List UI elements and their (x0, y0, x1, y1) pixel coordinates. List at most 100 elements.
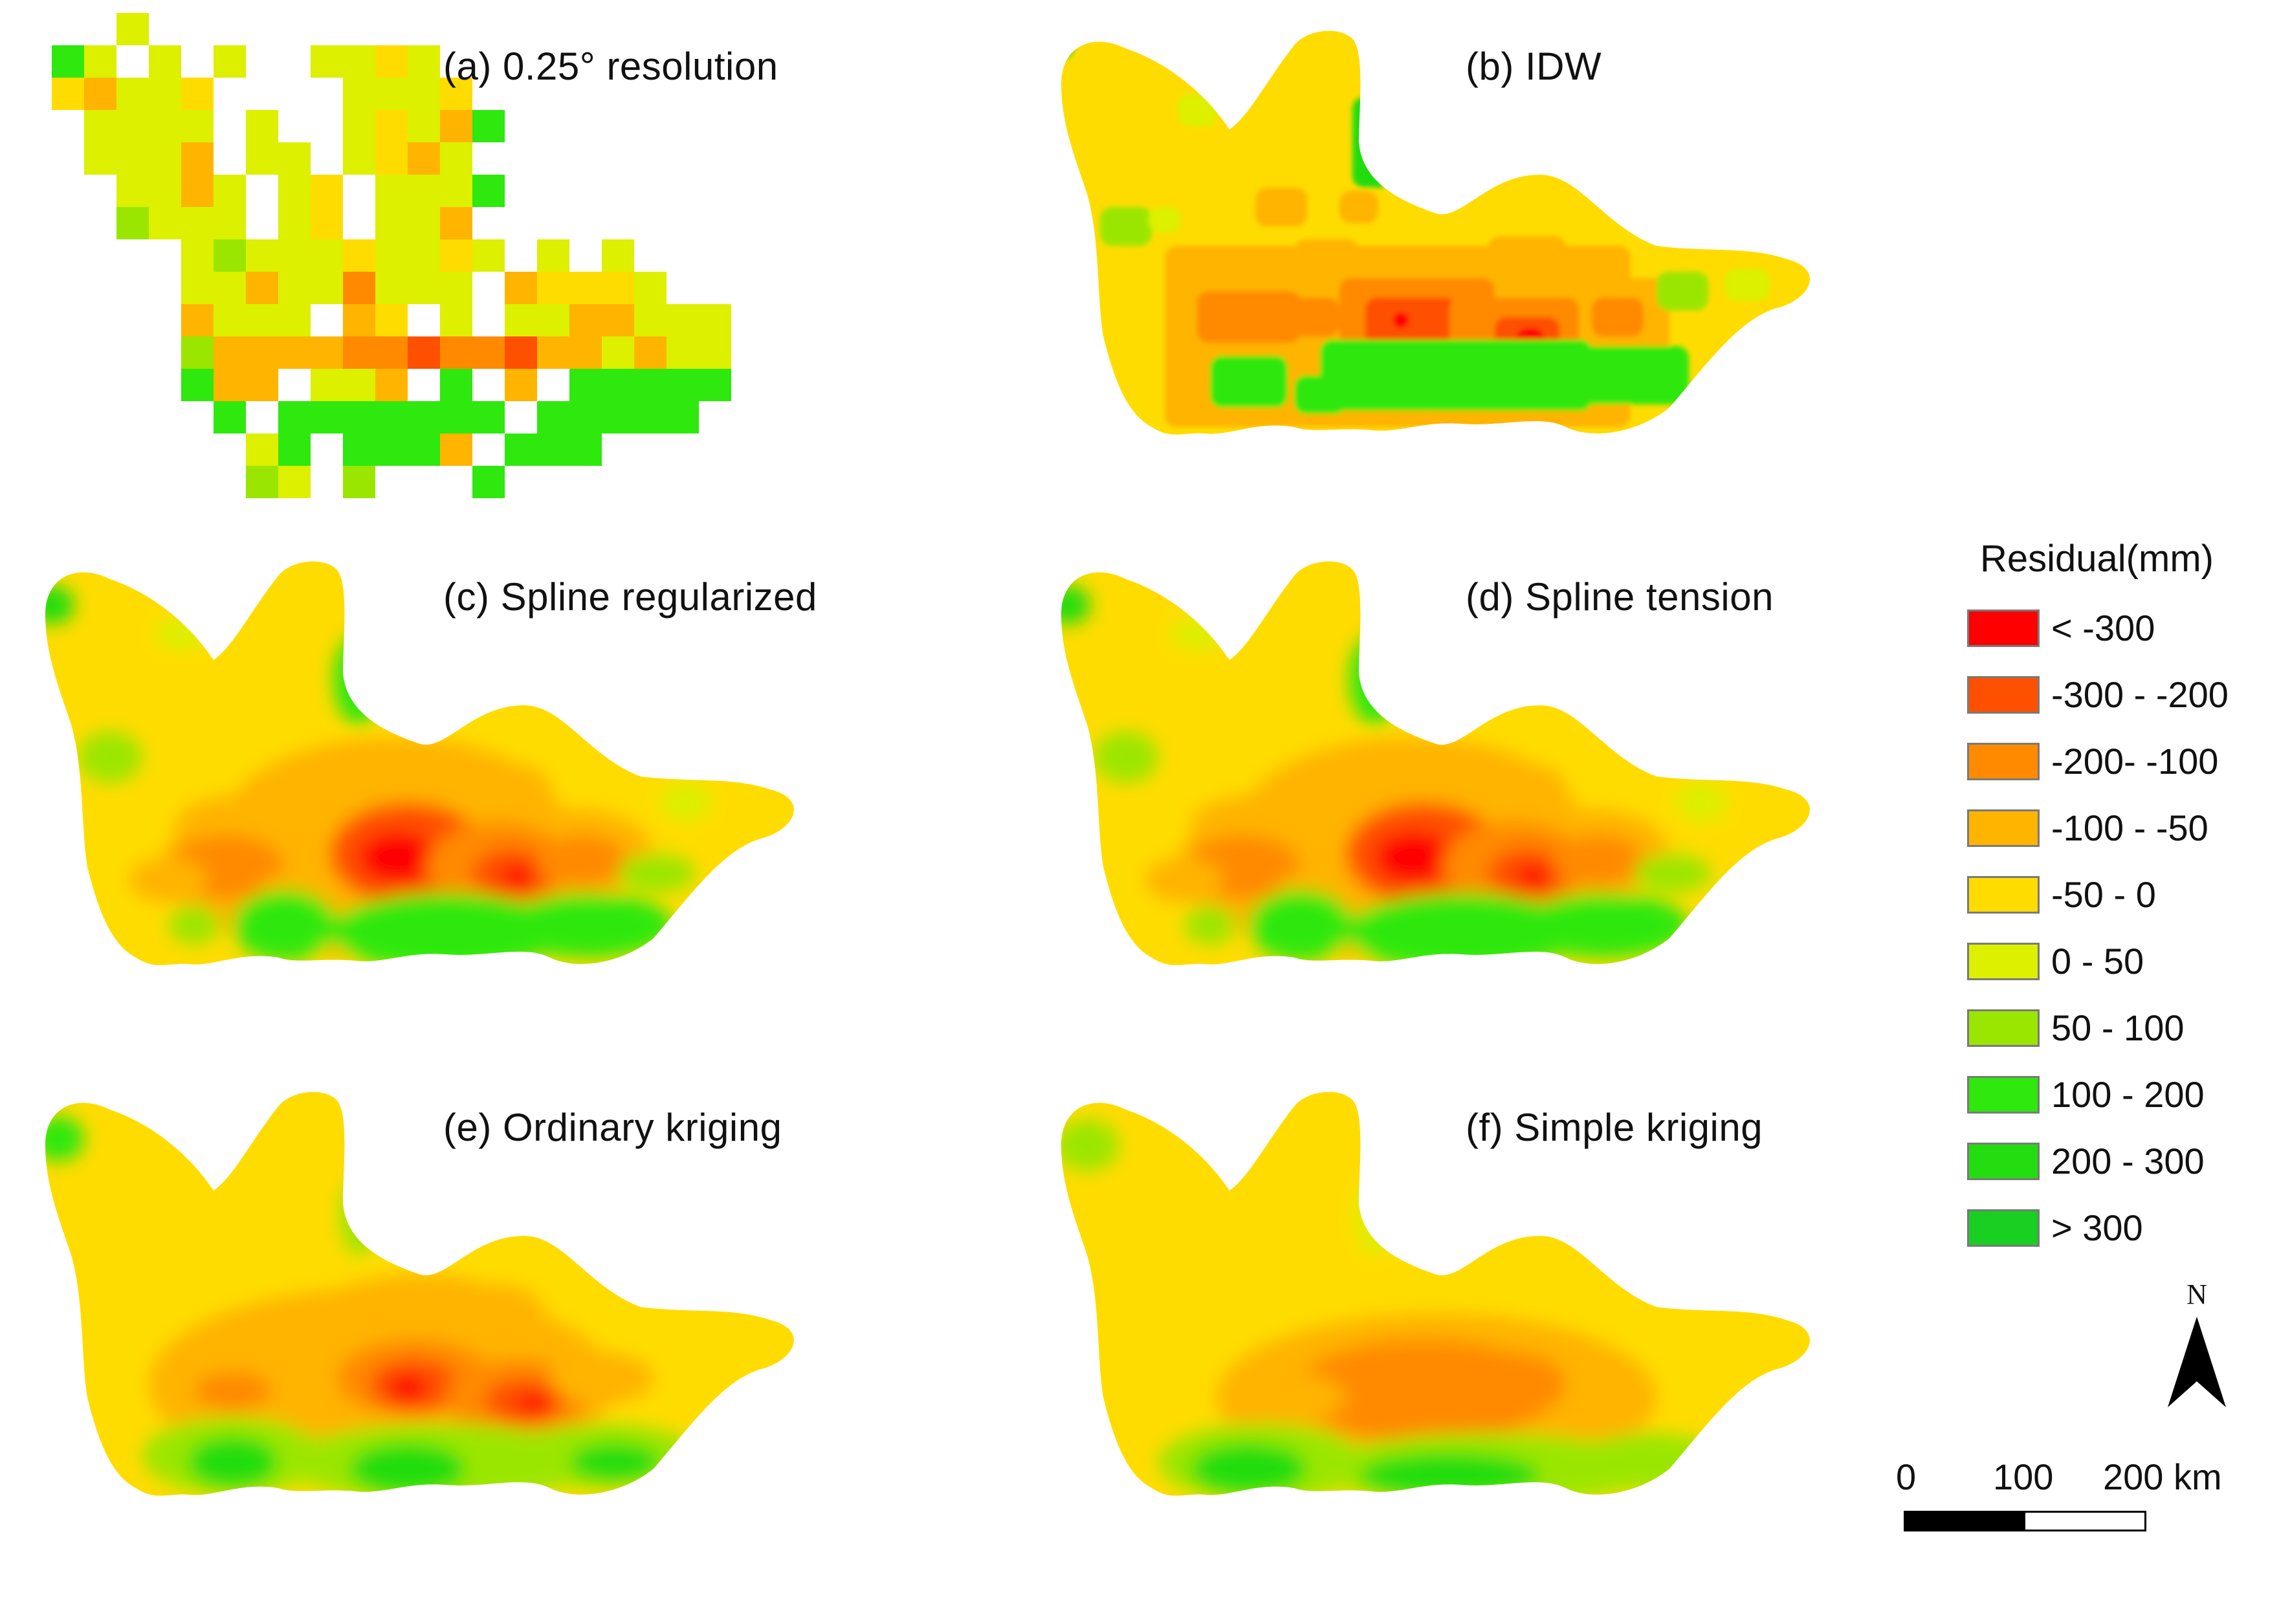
grid-cell (181, 304, 214, 336)
residual-zone (472, 763, 550, 815)
grid-cell (343, 369, 375, 401)
grid-cell (569, 401, 602, 433)
residual-zone (45, 586, 74, 624)
grid-cell (343, 466, 375, 498)
grid-cell (537, 239, 569, 272)
map-panel-d (1061, 561, 1810, 965)
grid-cell (246, 433, 278, 466)
legend-class-list: < -300 -300 - -200 -200- -100 -100 - -50 -50… (1967, 595, 2278, 1261)
residual-zone (1178, 94, 1217, 126)
residual-zone (1521, 893, 1689, 958)
grid-cell (408, 272, 440, 304)
residual-zone (1210, 356, 1288, 408)
residual-zone (1724, 269, 1770, 301)
legend-label: < -300 (2051, 608, 2155, 648)
grid-cell (246, 239, 278, 272)
grid-cell (375, 142, 408, 175)
grid-cell (311, 45, 343, 78)
residual-zone (78, 731, 142, 783)
grid-cell (472, 175, 505, 207)
residual-zone (1061, 1119, 1119, 1171)
grid-cell (408, 175, 440, 207)
grid-cell (472, 401, 505, 433)
grid-cell (343, 110, 375, 142)
grid-cell (569, 304, 602, 336)
grid-cell (214, 45, 246, 78)
legend-swatch (1967, 809, 2040, 847)
residual-zone (1517, 865, 1550, 888)
grid-cell (569, 336, 602, 369)
grid-cell (440, 207, 472, 239)
grid-cell (311, 401, 343, 433)
grid-cell (602, 401, 634, 433)
grid-cell (505, 272, 537, 304)
grid-cell (634, 369, 666, 401)
grid-cell (569, 369, 602, 401)
grid-cell (116, 13, 149, 45)
grid-cell (440, 110, 472, 142)
grid-cell (602, 239, 634, 272)
grid-cell (408, 78, 440, 110)
map-panel-b (1061, 30, 1810, 435)
grid-cell (472, 239, 505, 272)
grid-cell (343, 433, 375, 466)
panel-c-title: (c) Spline regularized (443, 575, 817, 619)
residual-zone (388, 1375, 427, 1401)
residual-zone (1094, 731, 1158, 783)
legend-row: -200- -100 (1967, 728, 2278, 795)
residual-zone (1553, 835, 1644, 886)
grid-cell (181, 207, 214, 239)
residual-zone (1676, 783, 1728, 822)
grid-cell (375, 45, 408, 78)
residual-zone (660, 783, 712, 822)
residual-zone (1294, 239, 1359, 278)
legend-swatch (1967, 875, 2040, 914)
grid-cell (602, 336, 634, 369)
panel-a-grid-map: (a) 0.25° resolution (19, 13, 1029, 543)
residual-zone (569, 1443, 660, 1482)
residual-zone (1171, 618, 1223, 650)
grid-cell (84, 78, 116, 110)
scale-label-200km: 200 km (2103, 1456, 2222, 1497)
grid-cell (408, 207, 440, 239)
residual-zone (537, 835, 628, 886)
residual-zone (1288, 298, 1339, 336)
grid-cell (440, 304, 472, 336)
panel-f-title: (f) Simple kriging (1466, 1106, 1763, 1149)
grid-cell (311, 207, 343, 239)
grid-cell (214, 336, 246, 369)
grid-cell (440, 369, 472, 401)
grid-cell (375, 336, 408, 369)
grid-cell (52, 45, 84, 78)
grid-cell (116, 175, 149, 207)
legend-row: -50 - 0 (1967, 861, 2278, 928)
grid-cell (149, 110, 181, 142)
residual-zone (1184, 906, 1236, 945)
map-panel-c (45, 561, 794, 965)
grid-cell (408, 433, 440, 466)
residual-zone (1488, 763, 1566, 815)
legend-row: -300 - -200 (1967, 661, 2278, 728)
panel-b-idw-map: (b) IDW (1035, 13, 2045, 543)
grid-cell (375, 239, 408, 272)
grid-cell (440, 401, 472, 433)
grid-cell (408, 336, 440, 369)
grid-cell (311, 272, 343, 304)
residual-zone (1197, 291, 1301, 343)
grid-cell (505, 336, 537, 369)
scale-bar-graphic (1904, 1511, 2146, 1531)
grid-cell (440, 78, 472, 110)
residual-zone (1294, 375, 1346, 414)
residual-zone (1352, 97, 1391, 188)
grid-cell (116, 207, 149, 239)
grid-cell (666, 304, 699, 336)
grid-cell (311, 336, 343, 369)
residual-zone (505, 893, 673, 958)
map-panel-a (52, 13, 731, 498)
grid-cell (537, 272, 569, 304)
grid-cell (116, 110, 149, 142)
map-panel-e (45, 1092, 794, 1496)
residual-zone (1249, 890, 1352, 961)
grid-cell (343, 45, 375, 78)
grid-cell (505, 433, 537, 466)
